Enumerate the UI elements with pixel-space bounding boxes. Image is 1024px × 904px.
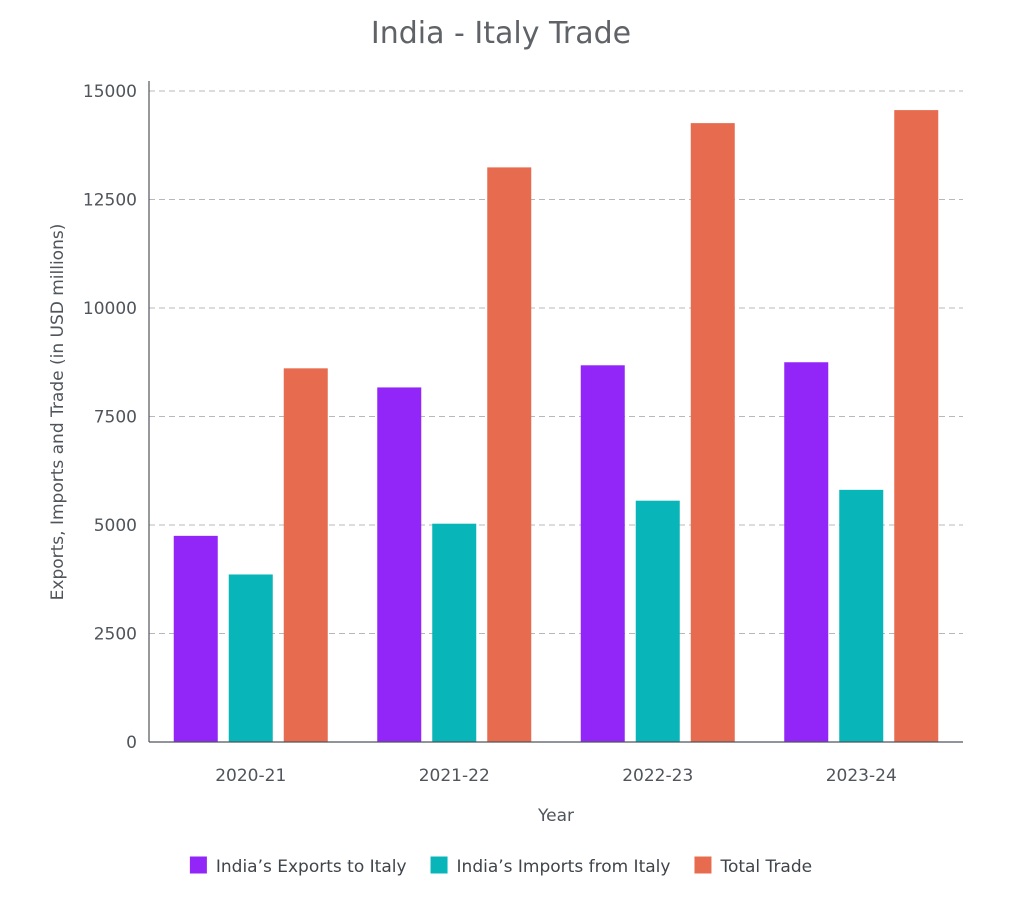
bar-india-s-imports-from-italy-2023-24 xyxy=(839,489,884,742)
bar-india-s-exports-to-italy-2020-21 xyxy=(173,535,218,742)
bars xyxy=(173,110,939,743)
x-tick-label: 2020-21 xyxy=(215,766,286,786)
y-axis-title: Exports, Imports and Trade (in USD milli… xyxy=(48,224,68,601)
y-tick-label: 5000 xyxy=(94,516,137,536)
x-tick-label: 2022-23 xyxy=(622,766,693,786)
bar-india-s-exports-to-italy-2023-24 xyxy=(784,362,829,742)
y-tick-label: 15000 xyxy=(83,82,137,102)
legend-label: India’s Imports from Italy xyxy=(457,857,671,877)
chart-title: India - Italy Trade xyxy=(371,16,631,51)
bar-total-trade-2022-23 xyxy=(690,123,735,743)
x-tick-label: 2023-24 xyxy=(826,766,897,786)
y-axis-ticks: 0 2500 5000 7500 10000 12500 15000 xyxy=(83,82,137,753)
legend-swatch xyxy=(694,856,712,874)
legend: India’s Exports to Italy India’s Imports … xyxy=(189,856,812,877)
bar-india-s-imports-from-italy-2020-21 xyxy=(228,574,273,742)
bar-total-trade-2021-22 xyxy=(487,167,532,742)
y-tick-label: 2500 xyxy=(94,625,137,645)
bar-india-s-imports-from-italy-2021-22 xyxy=(432,523,477,742)
legend-item: India’s Imports from Italy xyxy=(430,856,671,877)
bar-india-s-exports-to-italy-2022-23 xyxy=(580,365,625,742)
bar-total-trade-2020-21 xyxy=(283,368,328,742)
legend-label: Total Trade xyxy=(719,857,812,877)
legend-swatch xyxy=(189,856,207,874)
legend-swatch xyxy=(430,856,448,874)
x-axis-ticks: 2020-21 2021-22 2022-23 2023-24 xyxy=(215,766,897,786)
legend-item: Total Trade xyxy=(694,856,812,877)
x-tick-label: 2021-22 xyxy=(419,766,490,786)
legend-label: India’s Exports to Italy xyxy=(216,857,407,877)
bar-india-s-imports-from-italy-2022-23 xyxy=(635,500,680,742)
y-tick-label: 7500 xyxy=(94,408,137,428)
y-tick-label: 12500 xyxy=(83,191,137,211)
y-tick-label: 10000 xyxy=(83,299,137,319)
y-tick-label: 0 xyxy=(126,733,137,753)
x-axis-title: Year xyxy=(537,806,574,826)
legend-item: India’s Exports to Italy xyxy=(189,856,407,877)
bar-india-s-exports-to-italy-2021-22 xyxy=(377,387,422,742)
bar-total-trade-2023-24 xyxy=(894,110,939,742)
